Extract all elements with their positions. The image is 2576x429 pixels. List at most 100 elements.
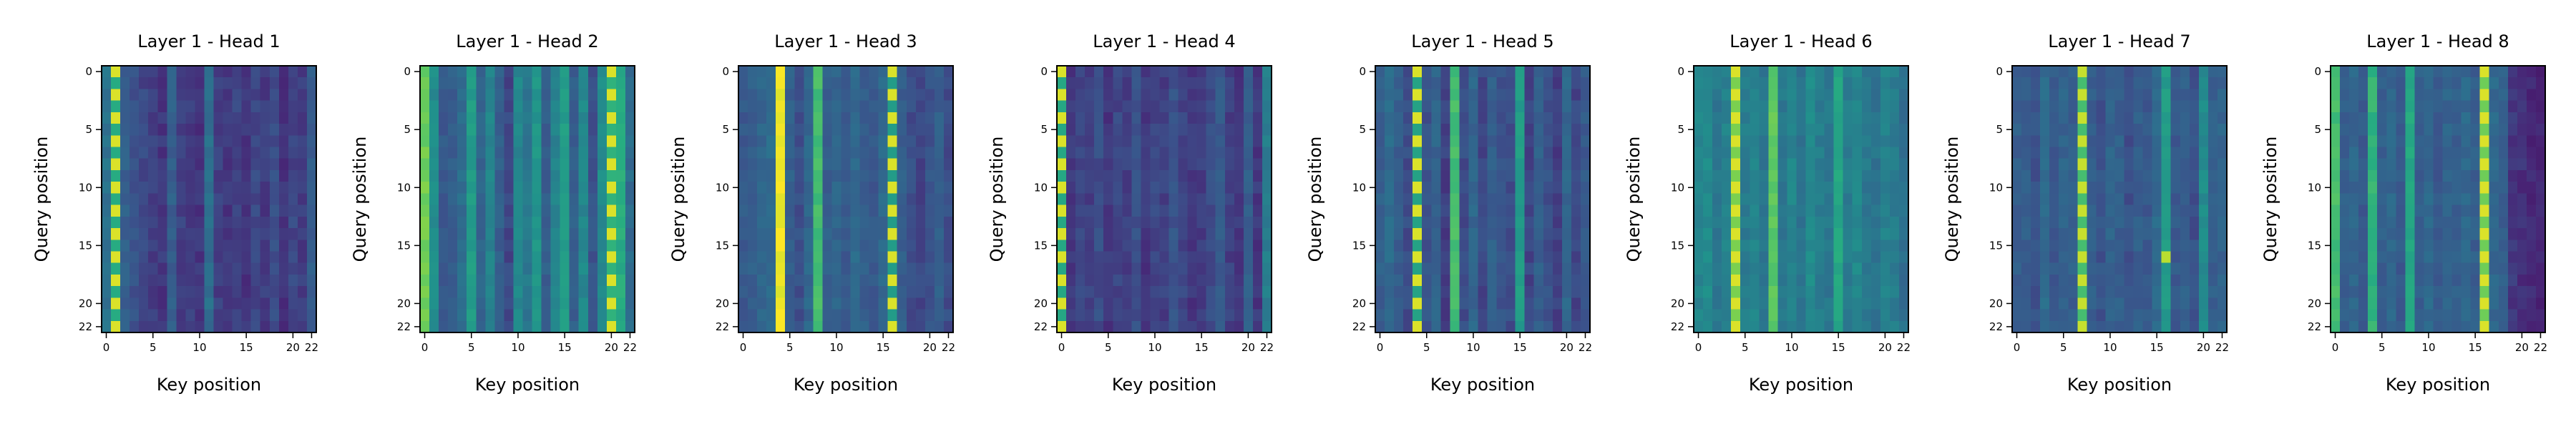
heatmap-cell: [1215, 286, 1226, 298]
heatmap-cell: [869, 204, 879, 217]
heatmap-cell: [859, 77, 870, 89]
heatmap-cell: [2114, 251, 2124, 264]
heatmap-cell: [625, 147, 635, 159]
heatmap-cell: [2340, 204, 2350, 217]
heatmap-cell: [822, 262, 832, 275]
heatmap-cell: [120, 216, 130, 229]
heatmap-cell: [195, 251, 205, 264]
heatmap-cell: [1496, 228, 1507, 240]
heatmap-cell: [2049, 112, 2059, 124]
heatmap-cell: [1571, 320, 1581, 333]
heatmap-cell: [597, 100, 608, 113]
heatmap-cell: [1861, 77, 1872, 89]
heatmap-cell: [1178, 274, 1189, 287]
heatmap-cell: [1740, 309, 1750, 322]
heatmap-cell: [2331, 286, 2341, 298]
heatmap-cell: [1057, 77, 1067, 89]
x-tick-label: 22: [1579, 341, 1592, 354]
heatmap-cell: [157, 124, 167, 136]
heatmap-cell: [1224, 124, 1235, 136]
heatmap-cell: [130, 66, 140, 78]
heatmap-cell: [2124, 297, 2134, 310]
heatmap-cell: [2507, 147, 2518, 159]
heatmap-cell: [2340, 147, 2350, 159]
heatmap-cell: [2217, 100, 2228, 113]
heatmap-cell: [1252, 240, 1263, 252]
heatmap-cell: [1870, 169, 1881, 182]
heatmap-cell: [2386, 251, 2396, 264]
heatmap-cell: [1796, 320, 1806, 333]
heatmap-cell: [560, 193, 570, 206]
heatmap-cell: [1694, 320, 1704, 333]
heatmap-cell: [1889, 228, 1900, 240]
heatmap-cell: [560, 262, 570, 275]
heatmap-cell: [934, 112, 945, 124]
heatmap-cell: [906, 204, 917, 217]
heatmap-cell: [1515, 182, 1526, 194]
heatmap-cell: [148, 77, 158, 89]
heatmap-cell: [831, 204, 841, 217]
heatmap-cell: [120, 89, 130, 102]
heatmap-cell: [1805, 240, 1815, 252]
heatmap-cell: [1740, 100, 1750, 113]
heatmap-cell: [494, 112, 504, 124]
heatmap-cell: [1750, 135, 1760, 147]
heatmap-cell: [167, 228, 177, 240]
heatmap-cell: [1113, 89, 1123, 102]
heatmap-cell: [2507, 320, 2518, 333]
heatmap-cell: [2331, 297, 2341, 310]
heatmap-cells: [420, 66, 635, 333]
heatmap-cell: [1815, 204, 1825, 217]
heatmap-cell: [176, 216, 186, 229]
heatmap-cell: [467, 204, 477, 217]
heatmap-cell: [1440, 274, 1450, 287]
plot-title: Layer 1 - Head 2: [456, 31, 598, 51]
heatmap-cell: [2433, 240, 2443, 252]
heatmap-cell: [1740, 158, 1750, 171]
heatmap-cell: [625, 309, 635, 322]
heatmap-cell: [439, 89, 449, 102]
heatmap-cell: [1524, 124, 1535, 136]
heatmap-cell: [1731, 147, 1741, 159]
heatmap-cell: [1833, 262, 1844, 275]
heatmap-cell: [1740, 169, 1750, 182]
heatmap-cell: [757, 251, 767, 264]
heatmap-cell: [2217, 262, 2228, 275]
heatmap-cell: [2087, 135, 2097, 147]
heatmap-cell: [738, 77, 748, 89]
heatmap-cell: [776, 169, 786, 182]
heatmap-cell: [1066, 193, 1076, 206]
heatmap-cell: [306, 89, 317, 102]
heatmap-cell: [522, 204, 532, 217]
heatmap-cell: [1852, 274, 1863, 287]
x-tick-label: 10: [1148, 341, 1161, 354]
heatmap-cell: [139, 274, 149, 287]
heatmap-cell: [1440, 135, 1450, 147]
heatmap-cell: [467, 193, 477, 206]
heatmap-cell: [2386, 135, 2396, 147]
heatmap-cell: [2180, 228, 2190, 240]
heatmap-cell: [2124, 251, 2134, 264]
heatmap-cell: [2068, 124, 2078, 136]
heatmap-cell: [878, 286, 889, 298]
heatmap-cell: [250, 204, 261, 217]
heatmap-cell: [420, 124, 430, 136]
heatmap-cell: [1731, 193, 1741, 206]
heatmap-cell: [1440, 251, 1450, 264]
heatmap-cell: [1252, 309, 1263, 322]
heatmap-cell: [1487, 66, 1497, 78]
heatmap-cell: [213, 112, 223, 124]
heatmap-cell: [232, 135, 243, 147]
heatmap-cell: [1815, 193, 1825, 206]
heatmap-cell: [2349, 297, 2359, 310]
heatmap-cell: [822, 89, 832, 102]
heatmap-cell: [139, 77, 149, 89]
heatmap-cell: [2133, 262, 2144, 275]
heatmap-cell: [250, 135, 261, 147]
heatmap-cell: [822, 182, 832, 194]
heatmap-cell: [185, 182, 195, 194]
heatmap-cell: [102, 169, 112, 182]
heatmap-cell: [2451, 309, 2462, 322]
heatmap-cell: [1796, 66, 1806, 78]
heatmap-cell: [2331, 158, 2341, 171]
